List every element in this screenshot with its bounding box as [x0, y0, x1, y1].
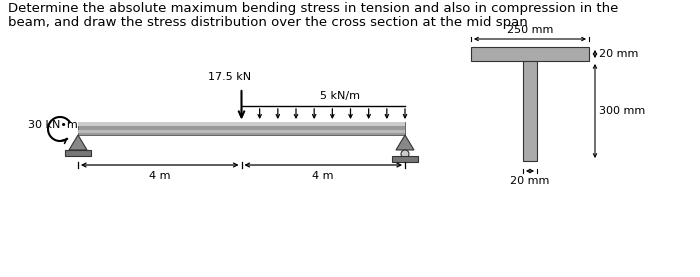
Bar — [78, 130, 405, 133]
Text: 300 mm: 300 mm — [599, 106, 645, 116]
Text: Determine the absolute maximum bending stress in tension and also in compression: Determine the absolute maximum bending s… — [8, 2, 618, 15]
Text: 30 kN•m: 30 kN•m — [28, 120, 78, 130]
Text: beam, and draw the stress distribution over the cross section at the mid span: beam, and draw the stress distribution o… — [8, 16, 528, 29]
Bar — [392, 156, 418, 162]
Text: 4 m: 4 m — [149, 171, 171, 181]
Bar — [78, 122, 405, 135]
Text: 20 mm: 20 mm — [510, 176, 550, 186]
Text: 5 kN/m: 5 kN/m — [320, 91, 360, 101]
Bar — [78, 122, 405, 126]
Text: 17.5 kN: 17.5 kN — [208, 72, 251, 82]
Polygon shape — [396, 135, 414, 150]
Text: 4 m: 4 m — [312, 171, 334, 181]
Polygon shape — [69, 135, 87, 150]
Text: 20 mm: 20 mm — [599, 49, 638, 59]
Circle shape — [401, 150, 409, 158]
Bar — [523, 61, 537, 161]
Bar — [65, 150, 91, 156]
Bar — [471, 47, 589, 61]
Text: 250 mm: 250 mm — [507, 25, 553, 35]
